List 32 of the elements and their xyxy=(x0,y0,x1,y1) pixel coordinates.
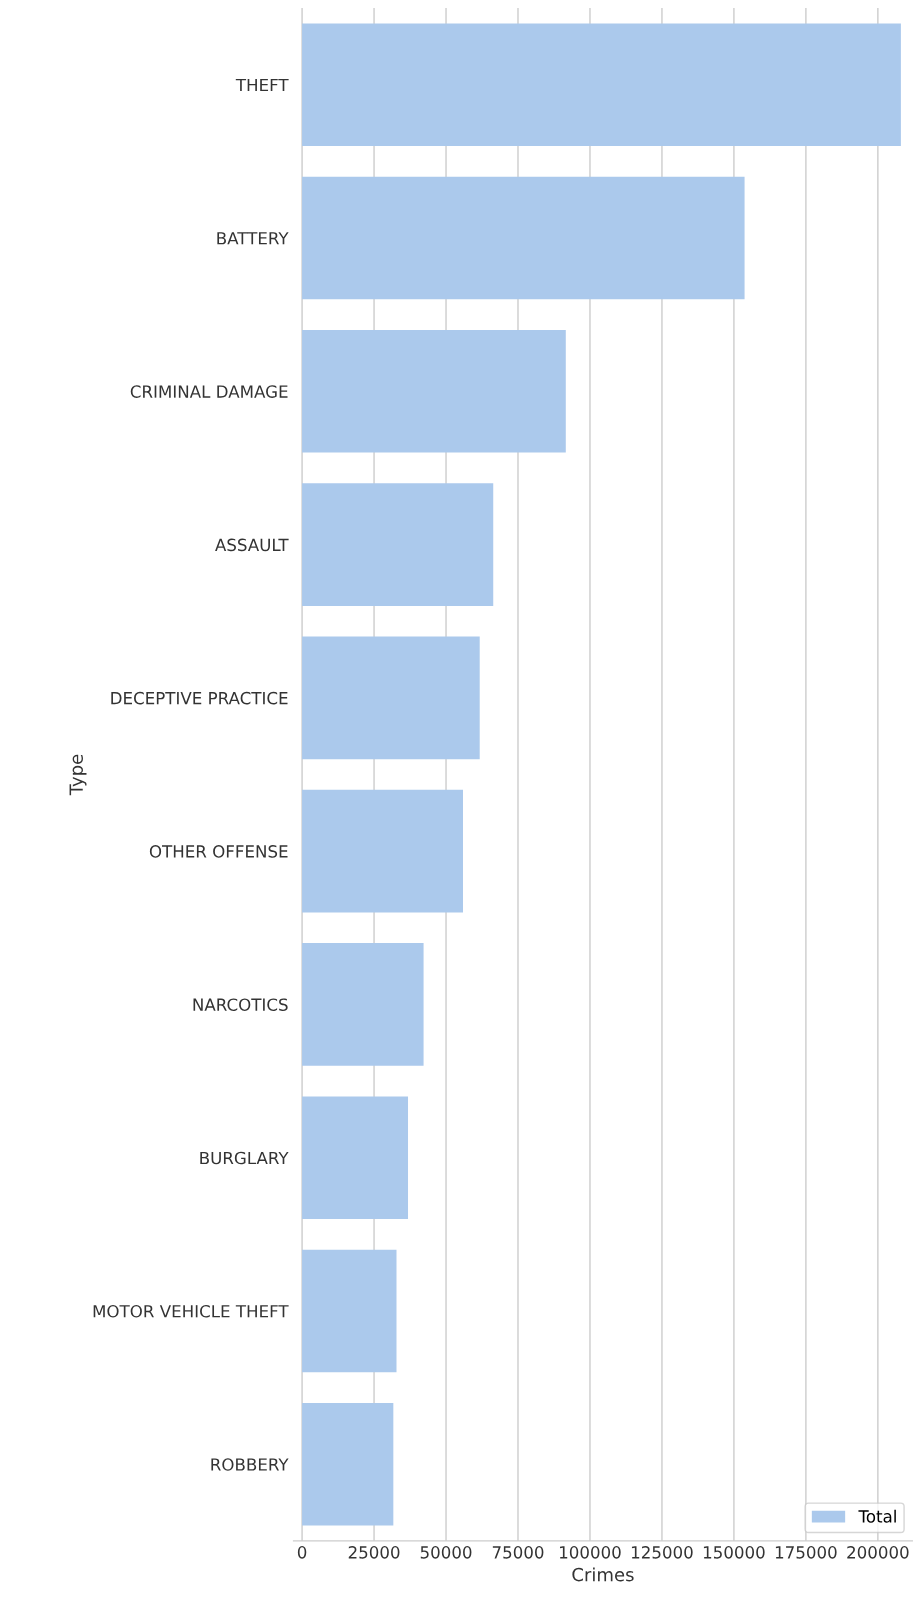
y-tick-label: ROBBERY xyxy=(211,1458,289,1471)
x-tick-label: 0 xyxy=(297,1546,307,1559)
bar xyxy=(302,1249,397,1373)
y-tick-label: OTHER OFFENSE xyxy=(149,845,288,858)
x-tick-label: 25000 xyxy=(348,1546,400,1559)
y-tick-label: MOTOR VEHICLE THEFT xyxy=(93,1304,289,1318)
x-axis-title: Crimes xyxy=(572,1567,634,1582)
x-tick-label: 200000 xyxy=(847,1546,909,1559)
x-tick-label: 175000 xyxy=(775,1546,837,1559)
y-tick-label: BURGLARY xyxy=(200,1151,289,1165)
y-tick-label: NARCOTICS xyxy=(193,998,288,1011)
x-tick-label: 150000 xyxy=(703,1546,765,1559)
x-tick-label: 125000 xyxy=(631,1546,693,1559)
x-tick-label: 100000 xyxy=(559,1546,621,1559)
y-tick-label: DECEPTIVE PRACTICE xyxy=(111,691,288,705)
bar xyxy=(302,636,480,760)
bar xyxy=(302,1402,394,1526)
bar xyxy=(302,330,566,453)
bar xyxy=(302,23,901,147)
y-tick-label: BATTERY xyxy=(217,232,289,245)
bar xyxy=(302,483,494,606)
x-tick-label: 75000 xyxy=(492,1546,544,1559)
bar xyxy=(302,176,745,300)
bar xyxy=(302,789,464,913)
y-tick-label: ASSAULT xyxy=(215,538,289,552)
bar xyxy=(302,1096,409,1220)
y-axis-title: Type xyxy=(69,754,87,796)
x-tick-label: 50000 xyxy=(420,1546,472,1559)
bar xyxy=(302,943,424,1066)
y-tick-label: THEFT xyxy=(235,78,289,92)
y-tick-label: CRIMINAL DAMAGE xyxy=(130,385,288,398)
legend-label: Total xyxy=(858,1509,896,1523)
